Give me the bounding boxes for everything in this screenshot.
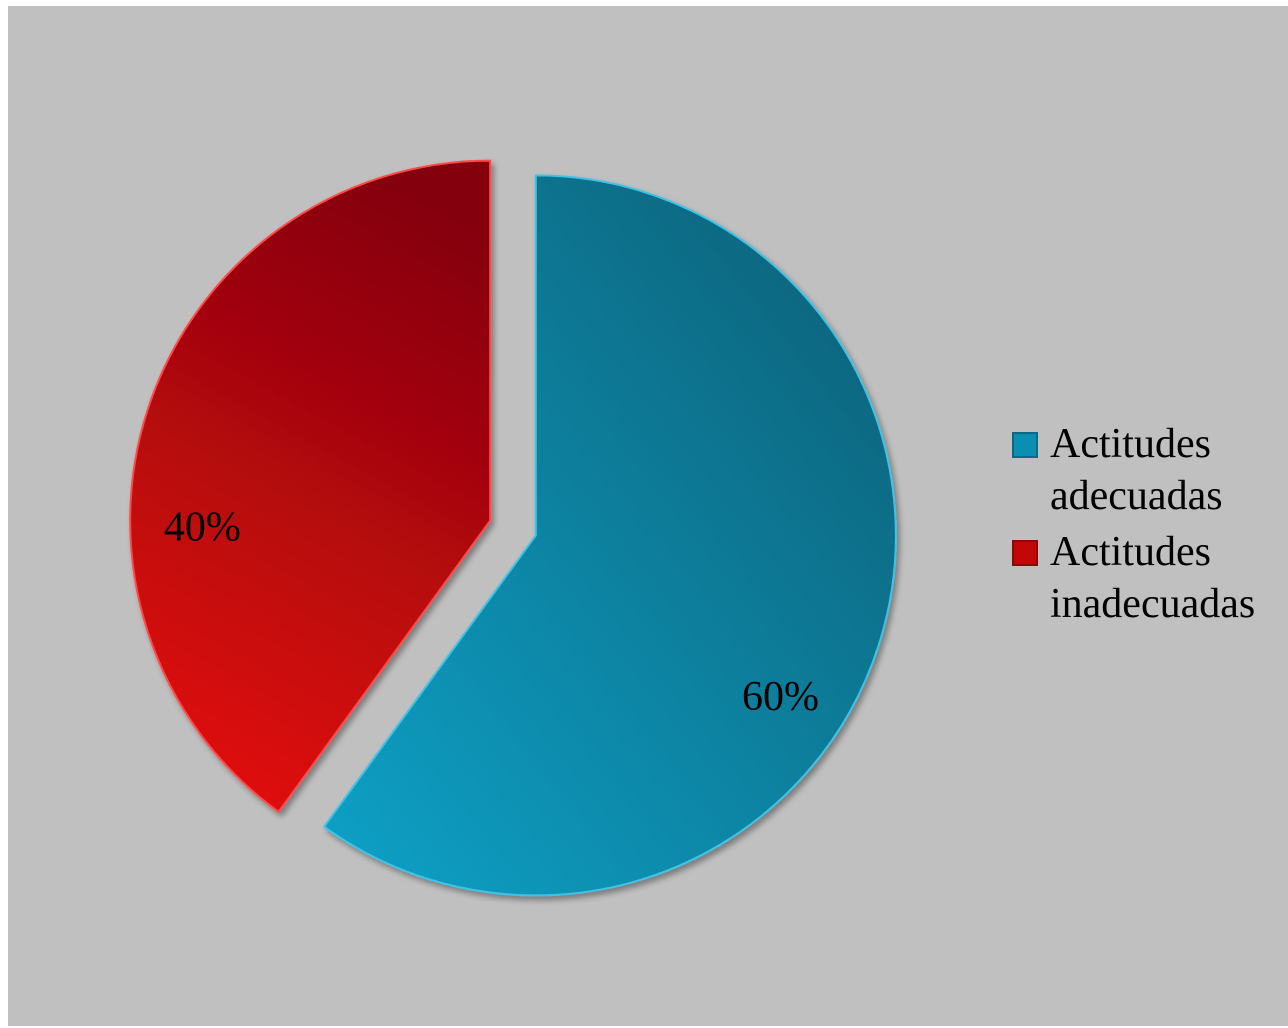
legend-item-adecuadas: Actitudes adecuadas xyxy=(1012,418,1288,522)
data-label-adecuadas: 60% xyxy=(742,674,819,720)
legend-item-inadecuadas: Actitudes inadecuadas xyxy=(1012,526,1288,630)
data-label-inadecuadas: 40% xyxy=(164,504,241,550)
pie-slice-inadecuadas xyxy=(129,159,492,814)
legend: Actitudes adecuadas Actitudes inadecuada… xyxy=(1012,418,1288,634)
legend-swatch-adecuadas xyxy=(1012,432,1038,458)
legend-label-inadecuadas: Actitudes inadecuadas xyxy=(1050,529,1256,627)
pie-chart: 60% 40% xyxy=(129,159,897,897)
pie-slice-adecuadas xyxy=(322,174,897,897)
legend-swatch-inadecuadas xyxy=(1012,540,1038,566)
legend-label-adecuadas: Actitudes adecuadas xyxy=(1050,421,1223,519)
chart-area: 60% 40% Actitudes adecuadas Actitudes ina… xyxy=(8,6,1288,1026)
